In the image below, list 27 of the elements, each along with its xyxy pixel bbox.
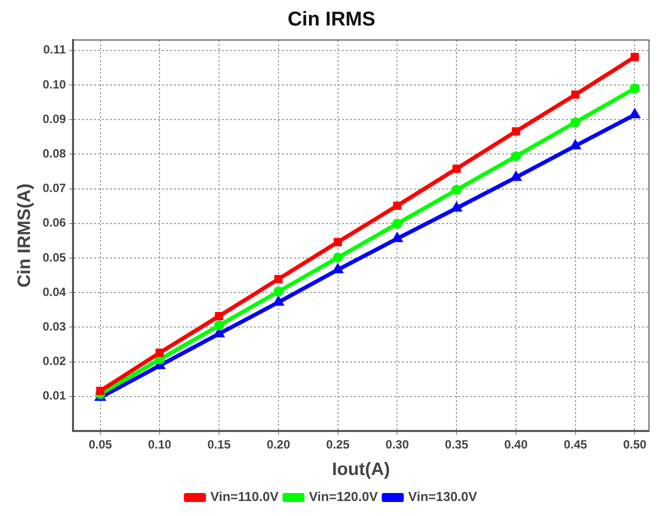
- x-tick-label: 0.05: [88, 438, 112, 452]
- x-tick-label: 0.30: [386, 438, 410, 452]
- y-tick-label: 0.07: [42, 181, 66, 196]
- x-tick-label: 0.50: [623, 438, 647, 452]
- y-tick-label: 0.03: [42, 320, 66, 334]
- chart-title: Cin IRMS: [288, 8, 376, 31]
- y-tick-label: 0.01: [42, 388, 66, 403]
- y-tick-label: 0.06: [42, 216, 66, 230]
- y-tick-label: 0.11: [43, 42, 66, 57]
- x-tick-label: 0.35: [444, 438, 469, 452]
- x-axis-title: Iout(A): [332, 459, 390, 480]
- x-tick-label: 0.25: [326, 438, 350, 452]
- x-tick-label: 0.15: [207, 438, 232, 452]
- y-axis-title: Cin IRMS(A): [14, 184, 34, 288]
- y-tick-label: 0.09: [42, 112, 66, 126]
- y-tick-label: 0.04: [42, 284, 66, 299]
- legend-label: Vin=110.0V: [210, 489, 279, 504]
- legend-label: Vin=120.0V: [309, 489, 378, 504]
- x-tick-label: 0.45: [564, 438, 588, 452]
- y-tick-label: 0.08: [42, 146, 66, 160]
- y-tick-label: 0.02: [42, 354, 66, 368]
- x-tick-label: 0.40: [504, 438, 528, 452]
- legend-label: Vin=130.0V: [408, 489, 478, 504]
- x-tick-label: 0.20: [266, 438, 290, 452]
- y-tick-label: 0.10: [42, 77, 66, 92]
- x-tick-label: 0.10: [148, 438, 172, 452]
- y-tick-label: 0.05: [42, 250, 66, 264]
